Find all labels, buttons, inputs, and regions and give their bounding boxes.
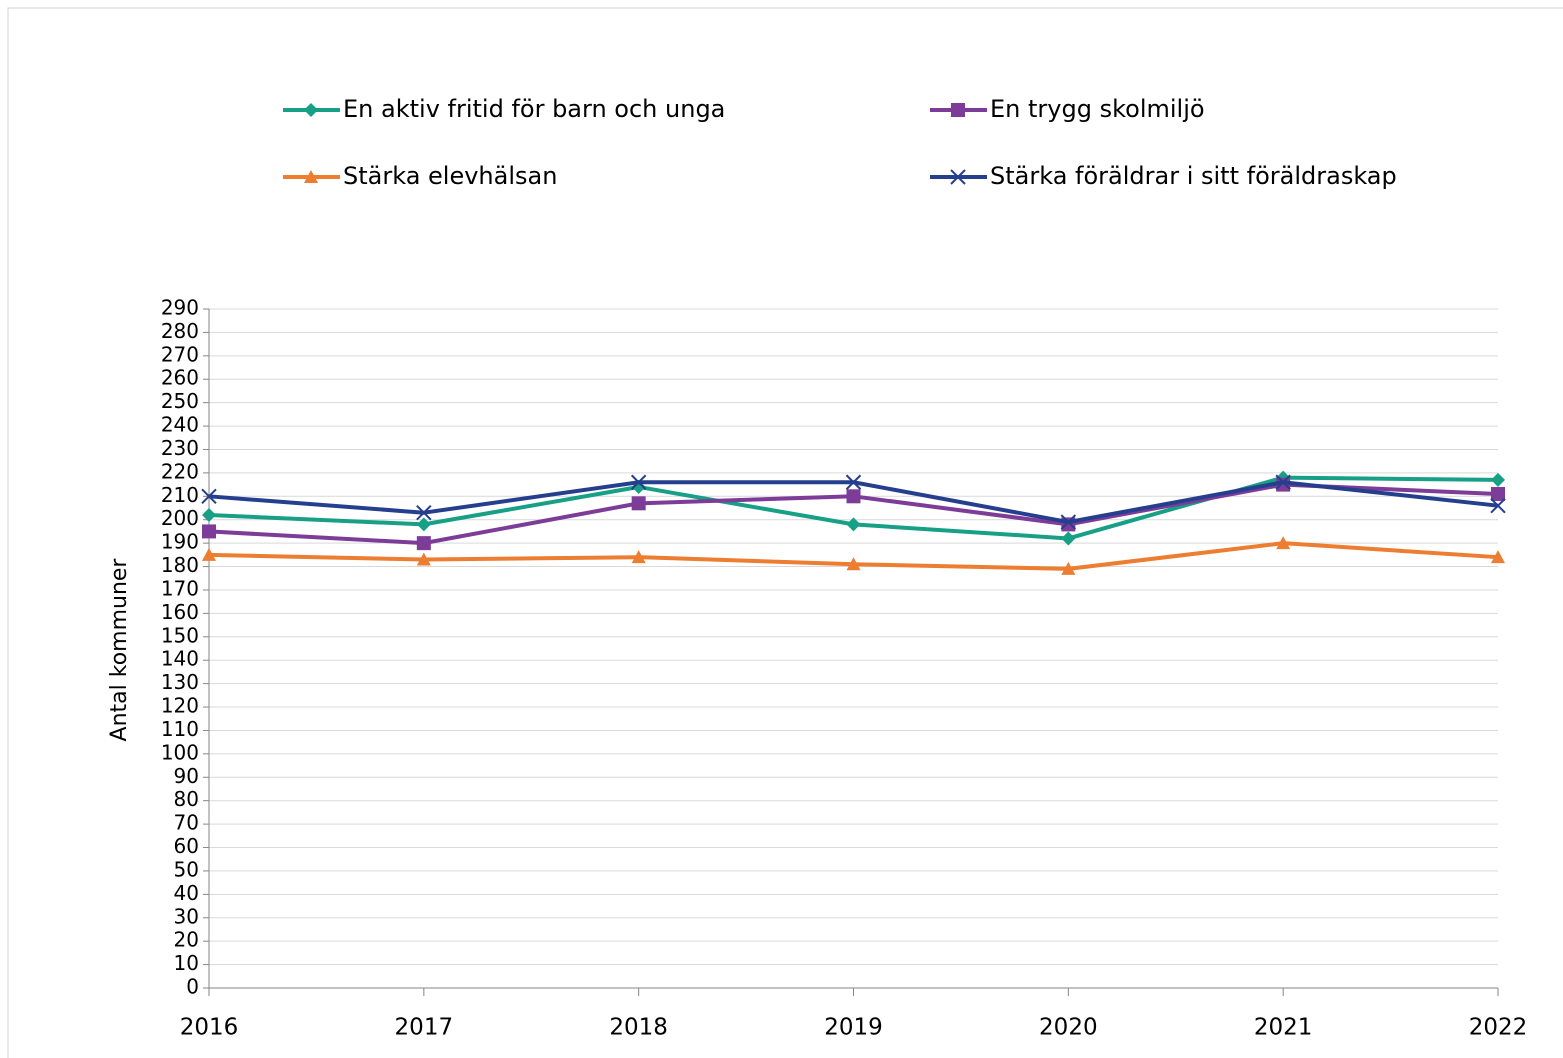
y-tick-label: 230 [161, 436, 199, 460]
y-tick-label: 110 [161, 717, 199, 741]
legend-marker [304, 170, 318, 183]
data-point [416, 536, 431, 551]
y-tick-label: 30 [174, 904, 199, 928]
data-point [1061, 561, 1076, 575]
data-point [1491, 550, 1505, 564]
data-point [631, 496, 646, 511]
data-point [1060, 514, 1077, 530]
y-tick-label: 50 [174, 857, 199, 881]
data-point [1276, 536, 1291, 550]
x-tick-label: 2019 [824, 1015, 883, 1041]
y-tick-label: 250 [161, 389, 199, 413]
x-tick-label: 2021 [1254, 1015, 1313, 1041]
y-tick-label: 130 [161, 670, 199, 694]
y-tick-label: 200 [161, 506, 199, 530]
y-tick-label: 140 [161, 647, 199, 671]
y-tick-label: 0 [186, 975, 199, 999]
y-tick-label: 240 [161, 413, 199, 437]
y-tick-label: 80 [174, 787, 199, 811]
legend-label: Stärka elevhälsan [343, 162, 557, 190]
y-tick-label: 210 [161, 483, 199, 507]
data-point [845, 474, 862, 490]
y-tick-label: 220 [161, 459, 199, 483]
y-tick-label: 150 [161, 623, 199, 647]
y-tick-label: 190 [161, 530, 199, 554]
x-tick-label: 2018 [609, 1015, 668, 1041]
y-axis-label: Antal kommuner [107, 558, 132, 742]
data-point [846, 489, 861, 504]
legend-marker [304, 103, 318, 117]
legend-label: Stärka föräldrar i sitt föräldraskap [990, 162, 1397, 190]
data-point [1490, 497, 1506, 514]
x-tick-label: 2017 [395, 1015, 454, 1041]
data-point [416, 552, 431, 566]
y-tick-label: 260 [161, 366, 199, 390]
data-point [846, 557, 861, 571]
data-point [1491, 472, 1505, 487]
y-tick-label: 60 [174, 834, 199, 858]
y-tick-label: 160 [161, 600, 199, 624]
y-tick-label: 40 [174, 881, 199, 905]
data-point [630, 474, 647, 490]
data-point [631, 550, 646, 564]
data-point [416, 504, 432, 521]
legend-marker [951, 103, 965, 117]
y-tick-label: 280 [161, 319, 199, 343]
chart-frame [7, 7, 1563, 1058]
y-tick-label: 120 [161, 694, 199, 718]
data-point [201, 488, 217, 505]
data-point [1061, 531, 1076, 546]
x-tick-label: 2016 [180, 1015, 239, 1041]
data-point [202, 524, 216, 539]
y-tick-label: 10 [174, 951, 199, 975]
y-tick-label: 290 [161, 296, 199, 320]
y-tick-label: 180 [161, 553, 199, 577]
data-point [1491, 486, 1505, 501]
y-tick-label: 270 [161, 342, 199, 366]
x-tick-label: 2022 [1469, 1015, 1528, 1041]
data-point [202, 547, 216, 561]
data-point [416, 517, 431, 532]
legend-label: En trygg skolmiljö [990, 95, 1205, 123]
y-tick-label: 100 [161, 740, 199, 764]
legend-label: En aktiv fritid för barn och unga [343, 95, 725, 123]
y-tick-label: 20 [174, 928, 199, 952]
data-point [846, 517, 861, 532]
data-point [1275, 474, 1291, 490]
y-tick-label: 170 [161, 576, 199, 600]
data-point [202, 508, 216, 523]
y-tick-label: 90 [174, 764, 199, 788]
x-tick-label: 2020 [1039, 1015, 1098, 1041]
y-tick-label: 70 [174, 811, 199, 835]
legend-marker [950, 169, 966, 185]
